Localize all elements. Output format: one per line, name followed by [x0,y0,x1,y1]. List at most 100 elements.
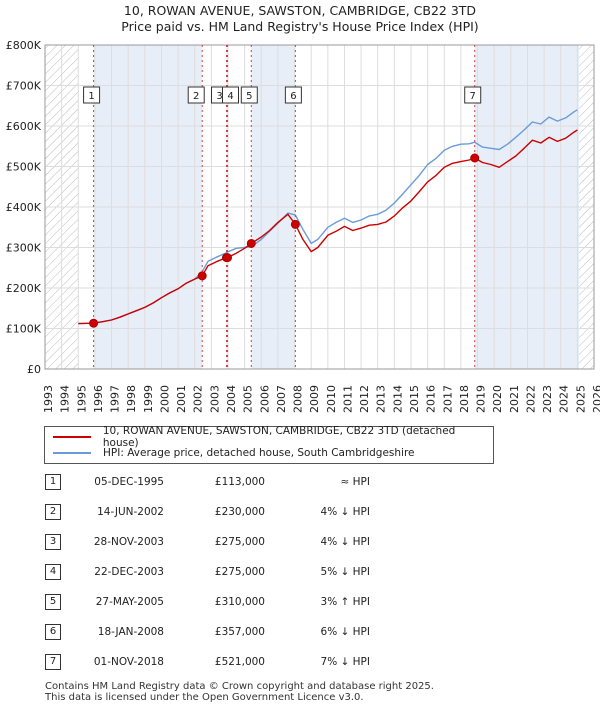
y-tick-label: £500K [6,161,42,174]
y-tick-label: £800K [6,39,42,52]
legend-label-hpi: HPI: Average price, detached house, Sout… [103,447,415,459]
x-tick-label: 1993 [42,385,55,413]
x-tick-label: 2003 [208,385,221,413]
x-tick-label: 2019 [475,385,488,413]
x-tick-label: 2000 [158,385,171,413]
sale-date: 22-DEC-2003 [94,566,164,578]
sale-date: 05-DEC-1995 [94,476,164,488]
x-tick-label: 2015 [408,385,421,413]
sale-price: £113,000 [214,476,265,488]
sale-hpi-comparison: 5% ↓ HPI [320,566,370,578]
x-tick-label: 2024 [558,385,571,413]
sale-hpi-comparison: 6% ↓ HPI [320,626,370,638]
y-tick-label: £300K [6,242,42,255]
sale-price: £275,000 [214,536,265,548]
x-tick-label: 2005 [242,385,255,413]
sale-marker-box [464,86,482,104]
x-tick-label: 2001 [175,385,188,413]
sale-marker-box [284,86,302,104]
sale-hpi-comparison: 3% ↑ HPI [320,596,370,608]
sale-price: £357,000 [214,626,265,638]
sale-price: £310,000 [214,596,265,608]
sale-price: £521,000 [214,656,265,668]
x-tick-label: 2007 [275,385,288,413]
x-tick-label: 2009 [308,385,321,413]
legend: 10, ROWAN AVENUE, SAWSTON, CAMBRIDGE, CB… [44,425,494,464]
x-tick-label: 2004 [225,385,238,413]
sale-hpi-comparison: 7% ↓ HPI [320,656,370,668]
x-tick-label: 2026 [591,385,600,413]
chart-subtitle: Price paid vs. HM Land Registry's House … [121,19,479,34]
x-tick-label: 2018 [458,385,471,413]
sale-number: 7 [45,654,61,670]
x-tick-label: 2017 [441,385,454,413]
x-tick-label: 1997 [109,385,122,413]
sale-point [246,238,256,248]
x-tick-label: 2022 [524,385,537,413]
x-tick-label: 2011 [341,385,354,413]
y-tick-label: £400K [6,201,42,214]
x-tick-label: 2021 [508,385,521,413]
table-row: 1 05-DEC-1995 £113,000 ≈ HPI [0,472,600,492]
sale-marker-label: 6 [290,91,296,102]
x-tick-label: 1995 [75,385,88,413]
table-row: 7 01-NOV-2018 £521,000 7% ↓ HPI [0,652,600,672]
plot-border [44,44,595,370]
footer: Contains HM Land Registry data © Crown c… [45,681,434,703]
sale-date: 18-JAN-2008 [97,626,164,638]
y-tick-label: £200K [6,282,42,295]
table-row: 6 18-JAN-2008 £357,000 6% ↓ HPI [0,622,600,642]
x-tick-label: 1994 [59,385,72,413]
legend-item-property: 10, ROWAN AVENUE, SAWSTON, CAMBRIDGE, CB… [53,425,493,449]
sale-marker-label: 2 [193,91,199,102]
property-series-line [78,129,578,325]
sale-point [197,271,207,281]
sale-date: 27-MAY-2005 [95,596,164,608]
sale-number: 1 [45,474,61,490]
price-chart: 1 2 3 4 5 6 7 £0 £100K £200K £300K £400K £500K £600K £… [6,39,600,413]
x-tick-label: 2014 [391,385,404,413]
sale-marker-label: 4 [227,91,233,102]
x-tick-label: 2010 [325,385,338,413]
sale-price: £230,000 [214,506,265,518]
x-tick-label: 2002 [192,385,205,413]
sale-date: 14-JUN-2002 [97,506,164,518]
x-tick-label: 1998 [125,385,138,413]
x-tick-label: 2023 [541,385,554,413]
x-tick-label: 2020 [491,385,504,413]
x-tick-label: 2008 [292,385,305,413]
table-row: 4 22-DEC-2003 £275,000 5% ↓ HPI [0,562,600,582]
sale-date: 01-NOV-2018 [93,656,164,668]
sale-point [223,253,233,263]
sale-point [89,318,99,328]
sale-number: 4 [45,564,61,580]
x-tick-label: 1999 [142,385,155,413]
sale-marker-box [240,86,258,104]
chart-title: 10, ROWAN AVENUE, SAWSTON, CAMBRIDGE, CB… [123,3,477,18]
y-tick-label: £600K [6,120,42,133]
sale-number: 6 [45,624,61,640]
x-tick-label: 1996 [92,385,105,413]
legend-swatch-hpi [53,452,91,454]
y-tick-label: £0 [27,363,41,376]
sale-number: 2 [45,504,61,520]
sale-marker-label: 5 [246,91,252,102]
legend-label-property: 10, ROWAN AVENUE, SAWSTON, CAMBRIDGE, CB… [102,425,456,449]
x-tick-label: 2012 [358,385,371,413]
sale-hpi-comparison: ≈ HPI [340,476,370,488]
x-tick-label: 2006 [258,385,271,413]
x-tick-label: 2016 [425,385,438,413]
sale-marker-box [187,86,205,104]
sale-point [290,219,300,229]
sale-hpi-comparison: 4% ↓ HPI [320,536,370,548]
footer-copyright: Contains HM Land Registry data © Crown c… [45,681,434,692]
sale-price: £275,000 [214,566,265,578]
sale-number: 3 [45,534,61,550]
sale-point [470,153,480,163]
table-row: 2 14-JUN-2002 £230,000 4% ↓ HPI [0,502,600,522]
sale-number: 5 [45,594,61,610]
sale-marker-label: 3 [216,91,222,102]
table-row: 3 28-NOV-2003 £275,000 4% ↓ HPI [0,532,600,552]
sale-marker-box [83,86,101,104]
y-tick-label: £700K [6,80,42,93]
